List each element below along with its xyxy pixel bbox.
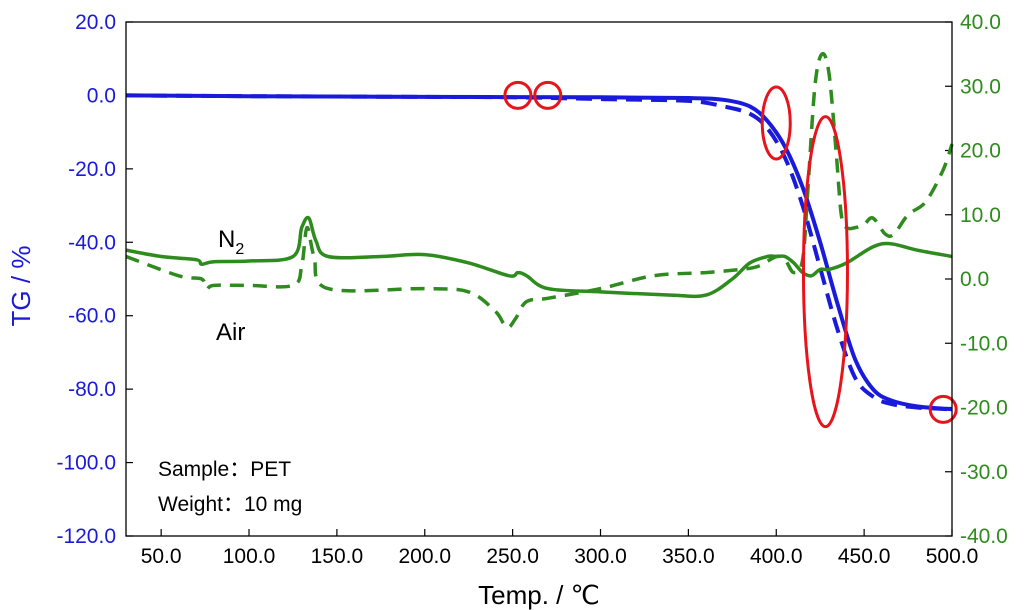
y-left-tick-label: -100.0 — [56, 452, 116, 475]
y-left-tick-label: -120.0 — [56, 525, 116, 548]
sample-value: PET — [250, 458, 291, 481]
x-tick-label: 250.0 — [486, 545, 539, 568]
label-air: Air — [216, 319, 245, 346]
sample-label: Sample — [158, 458, 229, 481]
weight-separator: ： — [223, 493, 244, 516]
x-axis-title: Temp. / ℃ — [478, 580, 600, 610]
y-left-tick-label: -60.0 — [68, 305, 116, 328]
y-right-tick-label: -40.0 — [960, 525, 1008, 548]
x-tick-label: 50.0 — [141, 545, 182, 568]
highlight-circle — [533, 80, 563, 110]
label-n2: N2 — [218, 226, 244, 258]
x-tick-label: 150.0 — [311, 545, 364, 568]
label-n2-subscript: 2 — [235, 241, 244, 258]
highlight-markers — [503, 80, 958, 429]
x-tick-label: 300.0 — [574, 545, 627, 568]
y-left-tick-label: 0.0 — [87, 84, 116, 107]
y-right-tick-label: -20.0 — [960, 397, 1008, 420]
y-right-tick-label: 10.0 — [960, 204, 1001, 227]
x-tick-label: 400.0 — [750, 545, 803, 568]
sample-separator: ： — [229, 458, 250, 481]
x-tick-label: 100.0 — [223, 545, 276, 568]
plot-frame — [125, 21, 953, 537]
weight-value: 10 mg — [244, 493, 302, 516]
tg-n2-line — [125, 93, 953, 412]
y-left-tick-label: -40.0 — [68, 231, 116, 254]
y-right-tick-label: 30.0 — [960, 75, 1001, 98]
y-left-axis-title: TG / % — [6, 246, 36, 327]
dta-air-line — [125, 51, 954, 330]
tick-labels: 50.0 100.0 150.0 200.0 250.0 300.0 350.0 400.0 4… — [56, 11, 1007, 568]
sample-info-line: Sample：PET — [158, 458, 291, 481]
y-right-tick-label: 40.0 — [960, 11, 1001, 34]
dta-n2-line — [125, 215, 953, 299]
y-left-tick-label: -80.0 — [68, 378, 116, 401]
highlight-circle — [503, 80, 533, 110]
x-tick-label: 200.0 — [398, 545, 451, 568]
y-right-tick-label: 20.0 — [960, 140, 1001, 163]
highlight-ellipse — [760, 85, 792, 161]
y-right-tick-label: 0.0 — [960, 268, 989, 291]
y-right-tick-label: -30.0 — [960, 461, 1008, 484]
y-left-tick-label: -20.0 — [68, 158, 116, 181]
x-tick-label: 500.0 — [926, 545, 979, 568]
tg-air-line — [125, 93, 953, 412]
y-left-tick-label: 20.0 — [75, 11, 116, 34]
y-right-tick-label: -10.0 — [960, 332, 1008, 355]
label-n2-main: N — [218, 226, 235, 253]
weight-info-line: Weight：10 mg — [158, 493, 302, 516]
highlight-ellipse — [801, 115, 849, 429]
series-group — [125, 51, 954, 412]
weight-label: Weight — [158, 493, 223, 516]
highlight-circle — [928, 394, 958, 424]
x-tick-label: 350.0 — [662, 545, 715, 568]
x-tick-label: 450.0 — [838, 545, 891, 568]
